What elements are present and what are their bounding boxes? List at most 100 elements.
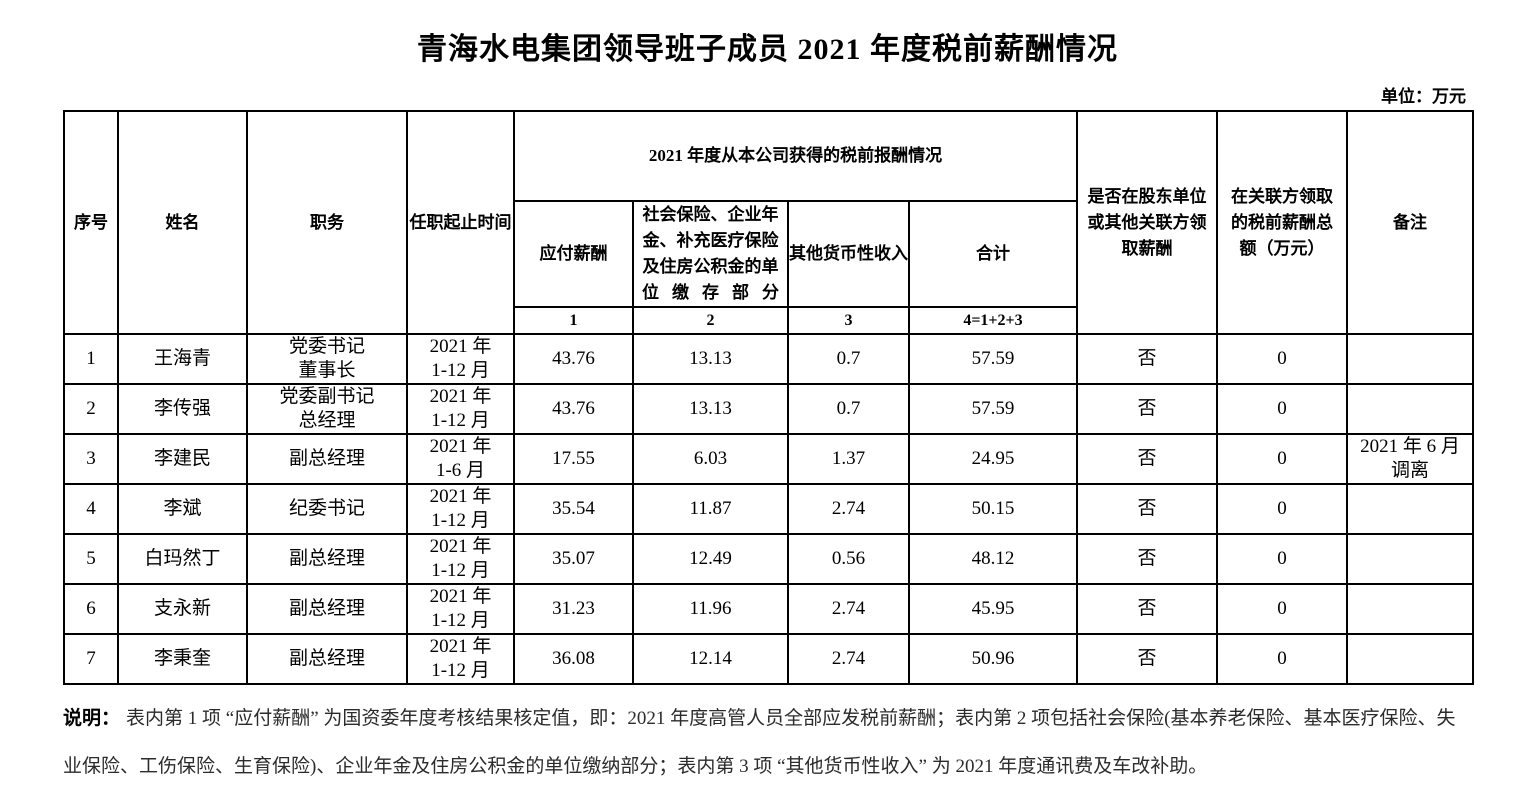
header-position: 职务 (246, 110, 408, 335)
table-row: 4 李斌 纪委书记 2021 年 1-12 月 35.54 11.87 2.74 … (63, 483, 1474, 535)
cell-name: 李斌 (117, 483, 248, 535)
term-line-1: 2021 年 (429, 436, 492, 457)
position-line-2: 董事长 (298, 360, 356, 381)
cell-related-amount: 0 (1216, 433, 1348, 485)
cell-related-amount: 0 (1216, 533, 1348, 585)
cell-social: 12.14 (632, 633, 789, 685)
cell-name: 李传强 (117, 383, 248, 435)
term-line-1: 2021 年 (429, 536, 492, 557)
cell-position: 党委副书记 总经理 (246, 383, 408, 435)
header-index: 序号 (63, 110, 119, 335)
cell-remark (1346, 483, 1474, 535)
cell-position: 副总经理 (246, 633, 408, 685)
table-row: 6 支永新 副总经理 2021 年 1-12 月 31.23 11.96 2.74… (63, 583, 1474, 635)
cell-name: 支永新 (117, 583, 248, 635)
position-line-1: 副总经理 (288, 598, 365, 619)
term-line-1: 2021 年 (429, 336, 492, 357)
cell-term: 2021 年 1-12 月 (406, 583, 515, 635)
cell-payable: 31.23 (513, 583, 634, 635)
header-row-1: 序号 姓名 职务 任职起止时间 2021 年度从本公司获得的税前报酬情况 是否在… (63, 110, 1474, 335)
cell-remark (1346, 383, 1474, 435)
cell-term: 2021 年 1-12 月 (406, 533, 515, 585)
unit-label: 单位：万元 (1381, 87, 1466, 106)
cell-total: 48.12 (908, 533, 1078, 585)
header-payable-salary: 应付薪酬 (513, 200, 634, 308)
cell-position: 副总经理 (246, 533, 408, 585)
remark-line-1: 2021 年 6 月 (1360, 436, 1460, 457)
cell-related-party: 否 (1076, 583, 1218, 635)
term-line-1: 2021 年 (429, 486, 492, 507)
cell-related-amount: 0 (1216, 383, 1348, 435)
header-term: 任职起止时间 (406, 110, 515, 335)
cell-total: 57.59 (908, 333, 1078, 385)
header-remarks: 备注 (1346, 110, 1474, 335)
cell-social: 6.03 (632, 433, 789, 485)
term-line-2: 1-12 月 (431, 560, 490, 581)
cell-position: 党委书记 董事长 (246, 333, 408, 385)
position-line-1: 副总经理 (288, 648, 365, 669)
cell-name: 王海青 (117, 333, 248, 385)
cell-term: 2021 年 1-12 月 (406, 383, 515, 435)
cell-index: 6 (63, 583, 119, 635)
cell-index: 3 (63, 433, 119, 485)
position-line-1: 党委书记 (288, 336, 365, 357)
footnote-label: 说明： (63, 708, 121, 729)
cell-payable: 17.55 (513, 433, 634, 485)
cell-remark (1346, 533, 1474, 585)
cell-payable: 43.76 (513, 333, 634, 385)
cell-related-amount: 0 (1216, 333, 1348, 385)
cell-related-party: 否 (1076, 333, 1218, 385)
footnote-text: 表内第 1 项 “应付薪酬” 为国资委年度考核结果核定值，即：2021 年度高管… (63, 708, 1456, 778)
position-line-2: 总经理 (298, 410, 356, 431)
header-col-number-3: 3 (787, 306, 910, 335)
cell-related-party: 否 (1076, 533, 1218, 585)
term-line-1: 2021 年 (429, 586, 492, 607)
header-related-party-question: 是否在股东单位或其他关联方领取薪酬 (1076, 110, 1218, 335)
cell-payable: 35.54 (513, 483, 634, 535)
cell-remark (1346, 633, 1474, 685)
header-related-party-amount: 在关联方领取的税前薪酬总额（万元） (1216, 110, 1348, 335)
cell-other-income: 1.37 (787, 433, 910, 485)
cell-index: 1 (63, 333, 119, 385)
header-group-pretax: 2021 年度从本公司获得的税前报酬情况 (513, 110, 1078, 202)
table-row: 3 李建民 副总经理 2021 年 1-6 月 17.55 6.03 1.37 2… (63, 433, 1474, 485)
term-line-1: 2021 年 (429, 636, 492, 657)
cell-payable: 36.08 (513, 633, 634, 685)
cell-payable: 35.07 (513, 533, 634, 585)
cell-position: 纪委书记 (246, 483, 408, 535)
cell-payable: 43.76 (513, 383, 634, 435)
header-total: 合计 (908, 200, 1078, 308)
cell-term: 2021 年 1-12 月 (406, 333, 515, 385)
cell-other-income: 0.7 (787, 383, 910, 435)
cell-index: 4 (63, 483, 119, 535)
cell-other-income: 2.74 (787, 583, 910, 635)
header-social-insurance: 社会保险、企业年金、补充医疗保险及住房公积金的单位缴存部分 (632, 200, 789, 308)
cell-total: 50.96 (908, 633, 1078, 685)
cell-remark (1346, 583, 1474, 635)
cell-related-amount: 0 (1216, 483, 1348, 535)
cell-index: 2 (63, 383, 119, 435)
cell-position: 副总经理 (246, 583, 408, 635)
cell-term: 2021 年 1-12 月 (406, 483, 515, 535)
cell-other-income: 2.74 (787, 633, 910, 685)
term-line-2: 1-12 月 (431, 610, 490, 631)
cell-related-amount: 0 (1216, 633, 1348, 685)
cell-related-amount: 0 (1216, 583, 1348, 635)
cell-term: 2021 年 1-12 月 (406, 633, 515, 685)
cell-total: 50.15 (908, 483, 1078, 535)
position-line-1: 副总经理 (288, 548, 365, 569)
page-title: 青海水电集团领导班子成员 2021 年度税前薪酬情况 (417, 33, 1118, 66)
cell-total: 57.59 (908, 383, 1078, 435)
cell-related-party: 否 (1076, 633, 1218, 685)
cell-remark: 2021 年 6 月调离 (1346, 433, 1474, 485)
cell-position: 副总经理 (246, 433, 408, 485)
position-line-1: 副总经理 (288, 448, 365, 469)
cell-social: 13.13 (632, 333, 789, 385)
cell-other-income: 0.7 (787, 333, 910, 385)
cell-social: 12.49 (632, 533, 789, 585)
cell-total: 24.95 (908, 433, 1078, 485)
term-line-2: 1-12 月 (431, 410, 490, 431)
cell-social: 13.13 (632, 383, 789, 435)
cell-term: 2021 年 1-6 月 (406, 433, 515, 485)
header-other-income: 其他货币性收入 (787, 200, 910, 308)
